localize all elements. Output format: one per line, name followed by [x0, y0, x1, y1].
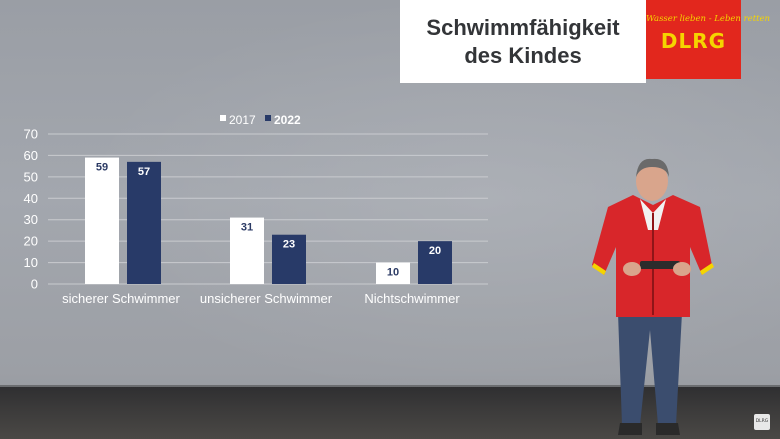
bar [418, 241, 452, 284]
y-tick-label: 10 [24, 255, 38, 270]
y-tick-label: 0 [31, 277, 38, 292]
bar-value-label: 20 [429, 245, 441, 257]
bar-value-label: 10 [387, 267, 399, 279]
category-label: Nichtschwimmer [364, 291, 460, 306]
bar [85, 157, 119, 284]
dlrg-wordmark: DLRG [660, 29, 727, 53]
presenter-figure [592, 158, 714, 435]
bar-value-label: 23 [283, 239, 295, 251]
presenter-sleeve-stripe-right [700, 263, 714, 275]
title-line-1: Schwimmfähigkeit [426, 14, 620, 40]
presenter-jeans [618, 313, 682, 425]
y-tick-label: 50 [24, 169, 38, 184]
presenter-shoes [618, 423, 680, 435]
bar [230, 217, 264, 284]
bar [376, 262, 410, 284]
category-label: unsicherer Schwimmer [200, 291, 333, 306]
category-label: sicherer Schwimmer [62, 291, 180, 306]
bar-value-label: 57 [138, 166, 150, 178]
legend-label: 2017 [229, 113, 256, 127]
y-tick-label: 20 [24, 234, 38, 249]
y-tick-label: 60 [24, 148, 38, 163]
dlrg-slogan: Wasser lieben - Leben retten [646, 14, 771, 24]
bar-value-label: 31 [241, 222, 253, 234]
y-tick-label: 70 [24, 127, 38, 142]
legend-swatch [220, 115, 226, 121]
bar [272, 234, 306, 284]
dlrg-logo: Wasser lieben - Leben retten DLRG [646, 0, 771, 79]
legend-label: 2022 [274, 113, 301, 127]
y-tick-label: 30 [24, 212, 38, 227]
presenter-hair [636, 158, 669, 177]
presenter-tablet [640, 261, 680, 269]
corner-logo: DLRG [754, 414, 770, 430]
stage-floor [0, 387, 780, 439]
y-tick-label: 40 [24, 191, 38, 206]
title-card: Schwimmfähigkeit des Kindes [400, 0, 646, 83]
title-line-2: des Kindes [464, 42, 582, 68]
presenter-head [636, 161, 668, 201]
presenter-sleeve-stripe-left [592, 263, 606, 275]
bar [127, 161, 161, 284]
legend-swatch [265, 115, 271, 121]
bar-value-label: 59 [96, 162, 108, 174]
